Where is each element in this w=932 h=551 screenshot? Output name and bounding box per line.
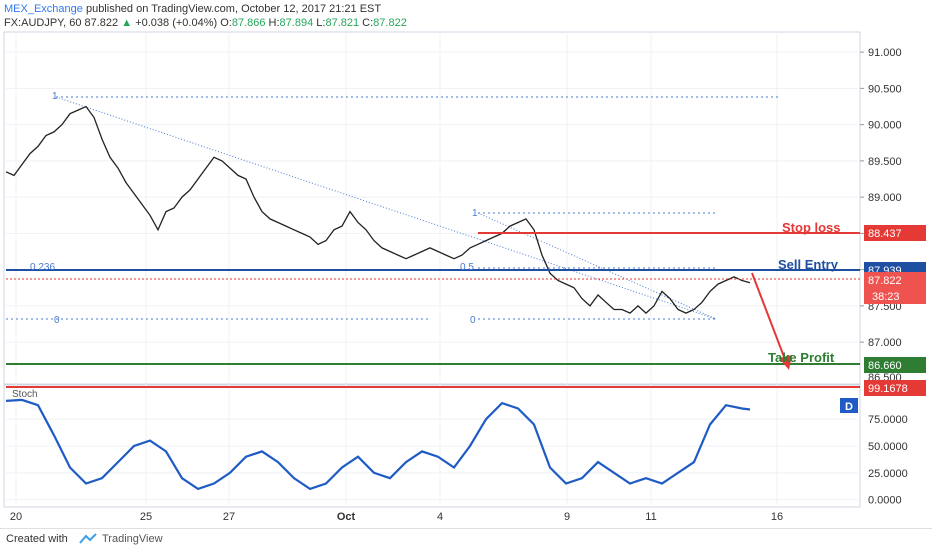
time-tick-label: 16 <box>771 511 783 523</box>
time-tick-label: Oct <box>337 511 356 523</box>
time-tick-label: 11 <box>645 511 656 523</box>
stop-price-badge <box>864 225 926 241</box>
arrow-head-icon <box>779 355 792 370</box>
fib-label-05: 0.5 <box>460 262 474 273</box>
take-profit-text: 86.660 <box>868 360 902 372</box>
fib-label-1: 1 <box>52 91 58 102</box>
stoch-tick-label: 75.0000 <box>868 414 908 426</box>
price-series[interactable] <box>5 105 751 314</box>
time-tick-label: 4 <box>437 511 443 523</box>
countdown-badge <box>864 288 926 304</box>
stoch-tick-label: 25.0000 <box>868 468 908 480</box>
time-tick-label: 25 <box>140 511 152 523</box>
change-value: +0.038 (+0.04%) <box>135 17 218 29</box>
fib-label-1b: 1 <box>472 208 478 219</box>
time-tick-label: 27 <box>223 511 235 523</box>
ohlc-line: FX:AUDJPY, 60 87.822 ▲ +0.038 (+0.04%) O… <box>4 17 407 29</box>
stop-price-text: 88.437 <box>868 228 902 240</box>
fib-label-0b: 0 <box>470 315 476 326</box>
stoch-value-badge <box>864 380 926 396</box>
trend-line-b[interactable] <box>477 212 717 320</box>
high-value: 87.894 <box>279 17 314 29</box>
price-tick-label: 90.500 <box>868 83 902 95</box>
target-arrow-shaft[interactable] <box>751 272 787 363</box>
price-tick-label: 90.000 <box>868 120 902 132</box>
chart-header: MEX_Exchange published on TradingView.co… <box>0 0 932 32</box>
price-tick-label: 87.000 <box>868 337 902 349</box>
stoch-axis[interactable]: 75.0000 50.0000 25.0000 0.0000 <box>868 414 908 506</box>
last-price-badge <box>864 272 926 288</box>
low-label: L: <box>316 17 326 29</box>
stoch-series[interactable] <box>5 398 751 491</box>
take-profit-badge <box>864 357 926 373</box>
publish-info: published on TradingView.com, October 12… <box>85 3 382 15</box>
open-value: 87.866 <box>231 17 266 29</box>
countdown-text: 38:23 <box>872 291 900 303</box>
fib-label-236: 0.236 <box>30 262 55 273</box>
stoch-label: Stoch <box>12 389 38 400</box>
publish-line: MEX_Exchange published on TradingView.co… <box>4 3 381 15</box>
take-profit-label[interactable]: Take Profit <box>768 350 835 365</box>
tradingview-brand[interactable]: TradingView <box>102 533 163 545</box>
price-tick-label: 89.000 <box>868 192 902 204</box>
up-arrow-icon: ▲ <box>121 17 133 29</box>
tradingview-logo-icon[interactable] <box>78 533 98 545</box>
sell-entry-label[interactable]: Sell Entry <box>778 257 839 272</box>
d-badge-text: D <box>845 401 853 413</box>
time-tick-label: 20 <box>10 511 22 523</box>
open-label: O: <box>220 17 232 29</box>
low-value: 87.821 <box>325 17 360 29</box>
symbol-label: FX:AUDJPY, 60 <box>4 17 82 29</box>
price-pane[interactable] <box>3 31 861 385</box>
chart-canvas[interactable]: 91.00090.50090.00089.50089.00088.50088.0… <box>0 0 932 528</box>
time-axis[interactable]: 20 25 27 Oct 4 9 11 16 <box>10 511 783 523</box>
price-tick-label: 89.500 <box>868 156 902 168</box>
last-price-text: 87.822 <box>868 275 902 287</box>
stoch-tick-label: 50.0000 <box>868 441 908 453</box>
high-label: H: <box>268 17 280 29</box>
trend-line[interactable] <box>55 96 717 320</box>
price-tick-label: 91.000 <box>868 47 902 59</box>
author-link[interactable]: MEX_Exchange <box>4 3 83 15</box>
stoch-tick-label: 0.0000 <box>868 495 902 507</box>
footer: Created with TradingView <box>0 528 932 551</box>
created-with-text: Created with <box>6 533 68 545</box>
stop-loss-label[interactable]: Stop loss <box>782 220 841 235</box>
close-label: C: <box>362 17 374 29</box>
d-badge[interactable] <box>840 398 858 413</box>
time-tick-label: 9 <box>564 511 570 523</box>
stoch-value-text: 99.1678 <box>868 383 908 395</box>
close-value: 87.822 <box>373 17 407 29</box>
last-price: 87.822 <box>84 17 119 29</box>
fib-label-0: 0 <box>54 315 60 326</box>
